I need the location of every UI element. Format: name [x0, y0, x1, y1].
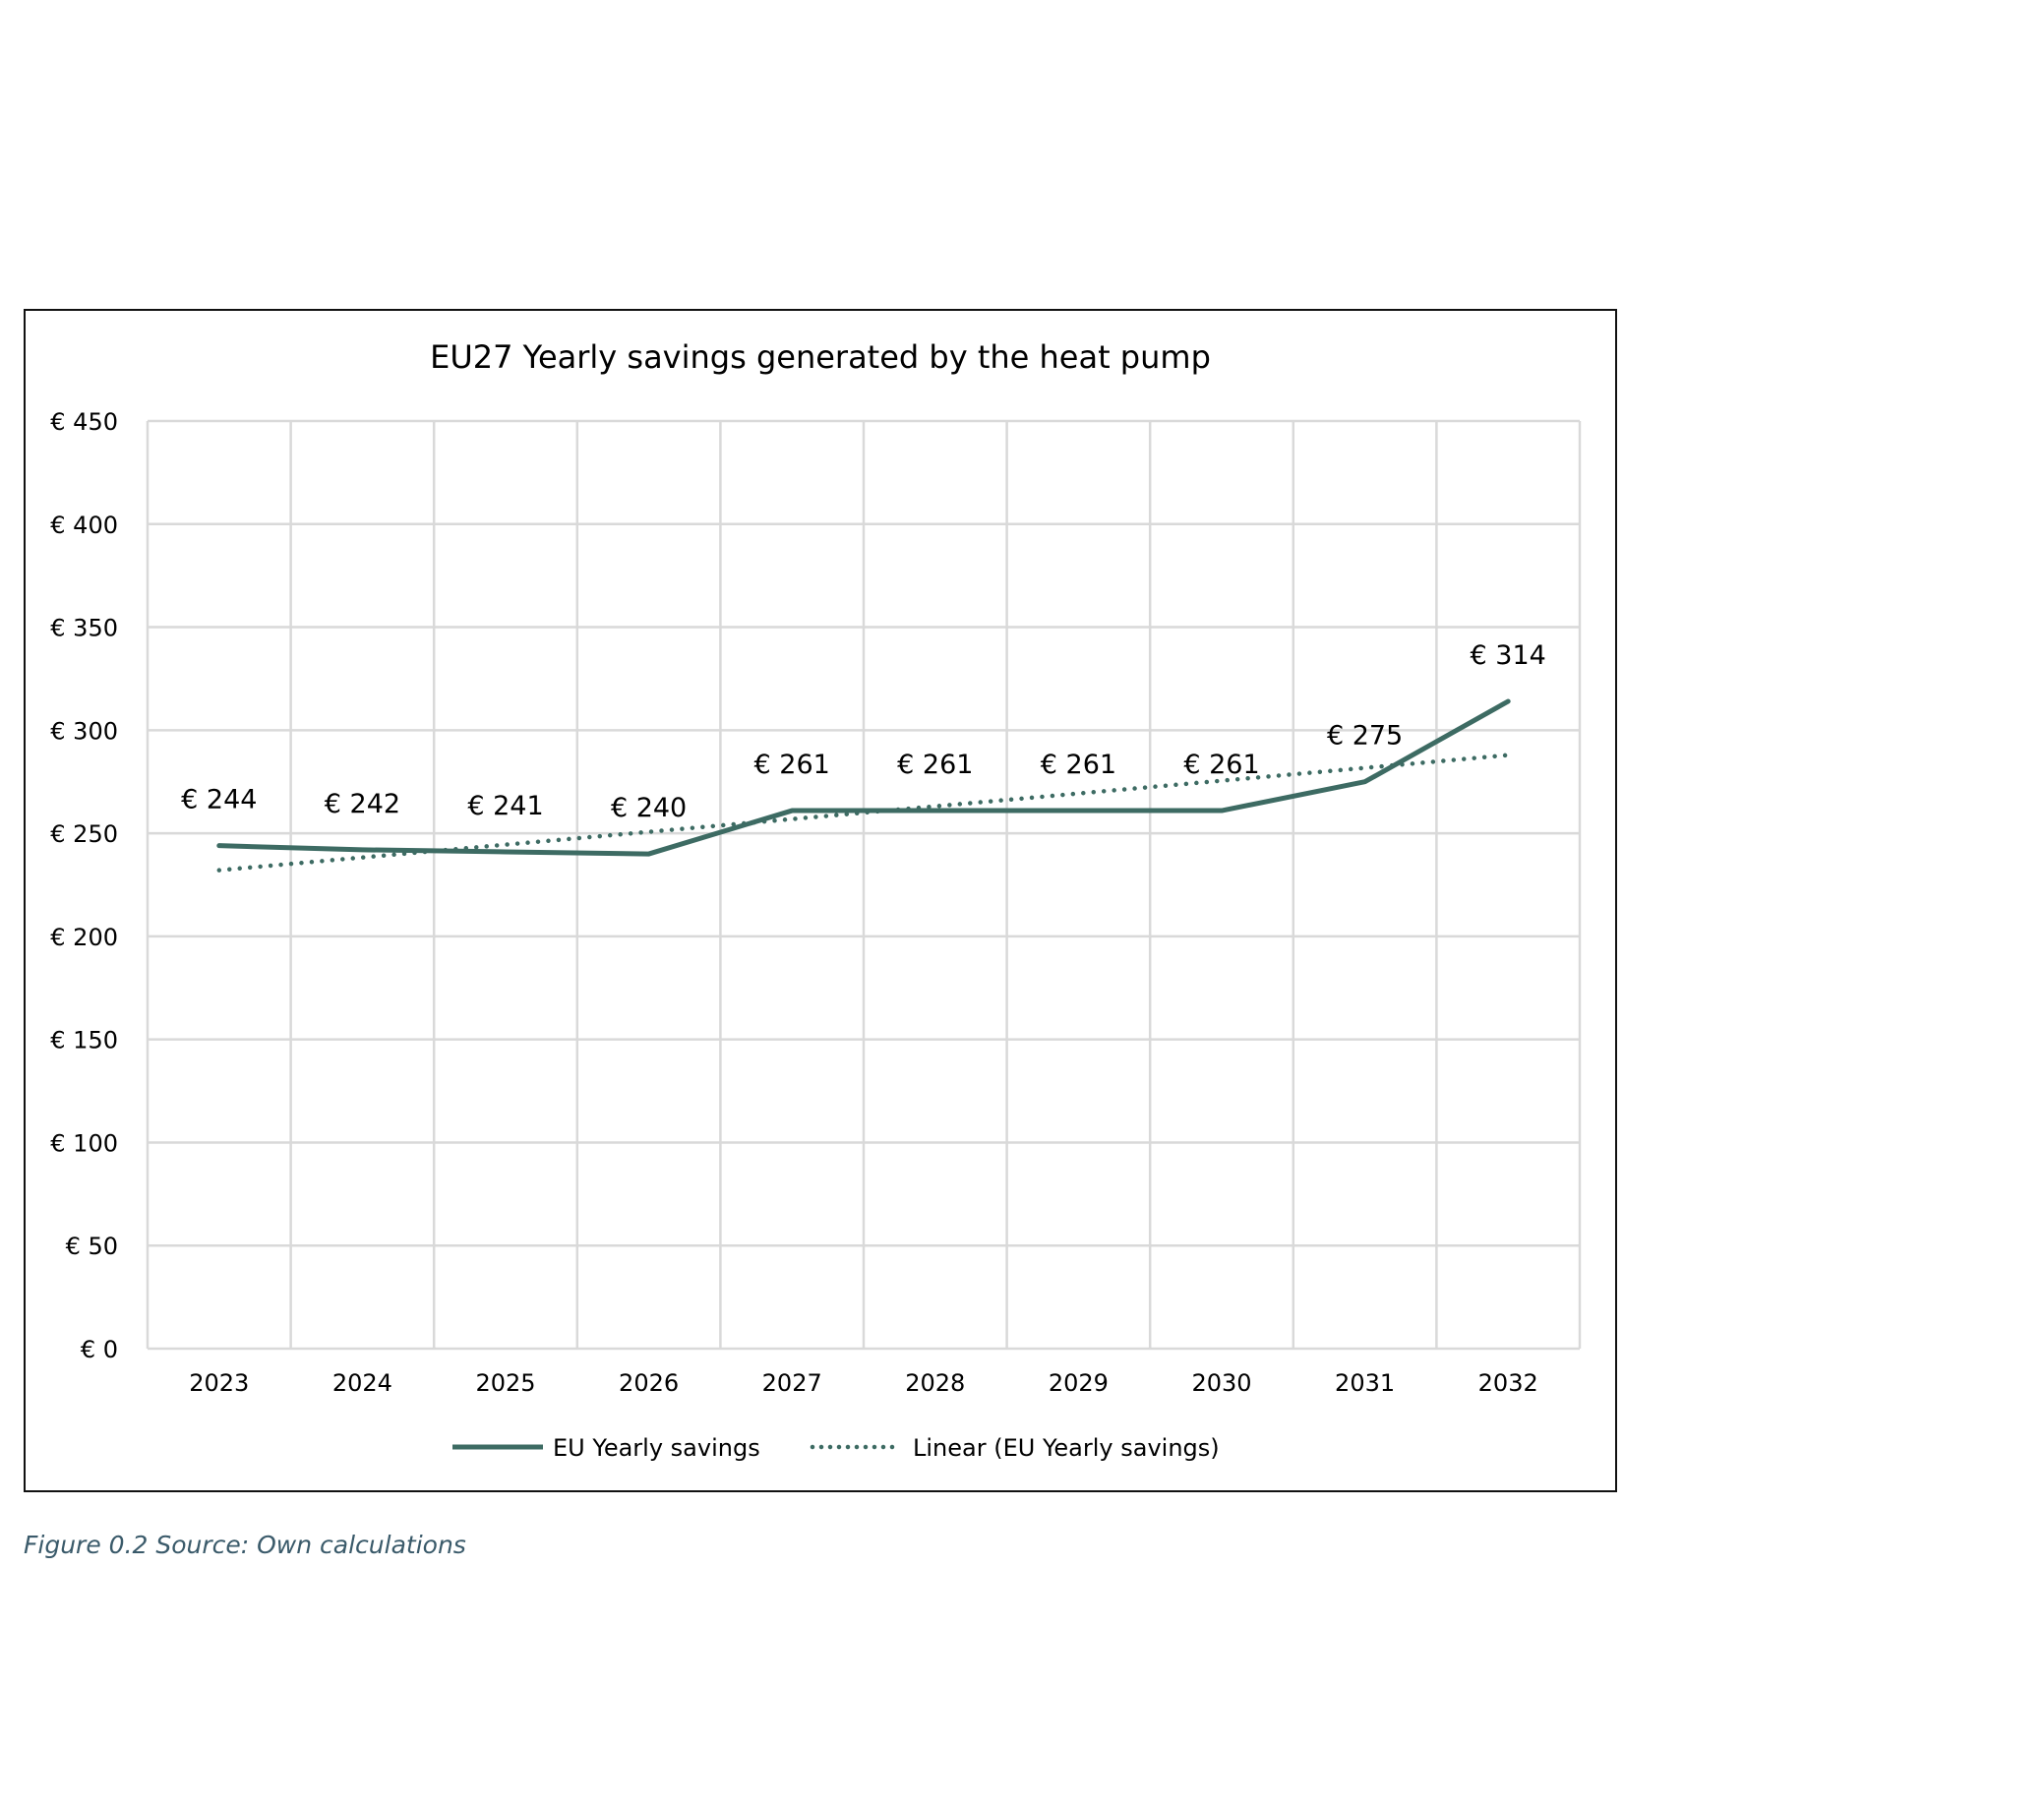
legend-label: Linear (EU Yearly savings)	[913, 1434, 1220, 1462]
data-label: € 261	[897, 750, 973, 780]
x-tick-label: 2030	[1191, 1369, 1251, 1397]
y-tick-label: € 450	[50, 408, 118, 436]
y-tick-label: € 350	[50, 615, 118, 642]
chart-title: EU27 Yearly savings generated by the hea…	[430, 338, 1211, 376]
data-label: € 275	[1327, 721, 1403, 752]
data-label: € 242	[325, 789, 400, 819]
x-tick-label: 2024	[332, 1369, 392, 1397]
x-tick-label: 2027	[762, 1369, 822, 1397]
x-tick-label: 2026	[619, 1369, 679, 1397]
chart-frame	[24, 309, 1617, 1492]
y-tick-label: € 0	[81, 1336, 118, 1363]
y-tick-label: € 300	[50, 717, 118, 745]
data-label: € 314	[1471, 640, 1546, 671]
series-line-eu-yearly-savings	[216, 698, 1511, 857]
legend-label: EU Yearly savings	[553, 1434, 760, 1462]
y-tick-label: € 150	[50, 1027, 118, 1055]
y-tick-label: € 100	[50, 1129, 118, 1157]
figure-caption: Figure 0.2 Source: Own calculations	[24, 1531, 466, 1559]
data-label: € 240	[611, 793, 687, 823]
x-tick-label: 2031	[1335, 1369, 1395, 1397]
data-label: € 244	[181, 785, 257, 815]
x-tick-label: 2025	[475, 1369, 535, 1397]
x-tick-label: 2032	[1478, 1369, 1538, 1397]
x-tick-label: 2023	[189, 1369, 249, 1397]
data-label: € 241	[467, 791, 543, 821]
x-tick-label: 2028	[905, 1369, 965, 1397]
y-tick-label: € 200	[50, 924, 118, 951]
y-tick-label: € 400	[50, 512, 118, 539]
data-label: € 261	[754, 750, 830, 780]
y-tick-label: € 50	[66, 1233, 118, 1260]
y-tick-label: € 250	[50, 820, 118, 848]
data-label: € 261	[1041, 750, 1116, 780]
x-tick-label: 2029	[1049, 1369, 1109, 1397]
data-label: € 261	[1183, 750, 1259, 780]
